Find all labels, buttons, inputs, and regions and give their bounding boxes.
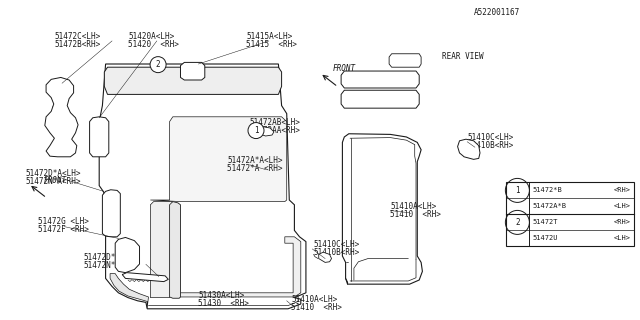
Text: <RH>: <RH> [614,220,631,225]
Text: 51472D*A<LH>: 51472D*A<LH> [26,169,81,178]
Text: 51410B<RH>: 51410B<RH> [467,141,513,150]
Text: 51472N*A<RH>: 51472N*A<RH> [26,177,81,186]
Polygon shape [341,71,419,88]
Text: 51472C<LH>: 51472C<LH> [54,32,100,41]
Polygon shape [170,202,180,298]
Polygon shape [45,77,78,157]
Polygon shape [389,54,421,67]
Text: 51472B<RH>: 51472B<RH> [54,40,100,49]
Text: 1: 1 [253,126,259,135]
Polygon shape [102,190,120,237]
Polygon shape [458,139,480,159]
Polygon shape [150,202,173,298]
Text: 51415A<LH>: 51415A<LH> [246,32,292,41]
Polygon shape [104,67,282,94]
Text: 51410A<LH>: 51410A<LH> [390,202,436,211]
Text: 51472G <LH>: 51472G <LH> [38,217,89,226]
Text: 51472*B: 51472*B [532,188,562,193]
Text: A522001167: A522001167 [474,8,520,17]
Text: 1: 1 [515,186,520,195]
Text: 51472AA<RH>: 51472AA<RH> [250,126,300,135]
Polygon shape [342,134,422,284]
Text: 51430A<LH>: 51430A<LH> [198,291,244,300]
Polygon shape [319,252,332,262]
Text: 51472A*A<LH>: 51472A*A<LH> [227,156,283,164]
Polygon shape [122,273,168,282]
Text: 51415  <RH>: 51415 <RH> [246,40,297,49]
Text: <LH>: <LH> [614,204,631,209]
Polygon shape [180,237,301,297]
Text: 51472T: 51472T [532,220,558,225]
Text: <RH>: <RH> [614,188,631,193]
Text: FRONT: FRONT [44,176,67,185]
Text: 51410B<RH>: 51410B<RH> [314,248,360,257]
Text: 51472*A <RH>: 51472*A <RH> [227,164,283,172]
Text: 51420  <RH>: 51420 <RH> [128,40,179,49]
Text: 51420A<LH>: 51420A<LH> [128,32,174,41]
Text: 51410  <RH>: 51410 <RH> [390,210,441,219]
Polygon shape [150,117,287,202]
Text: 51472N*B<RH>: 51472N*B<RH> [83,261,139,270]
Text: 2: 2 [156,60,161,69]
Text: <LH>: <LH> [614,236,631,241]
Polygon shape [90,117,109,157]
Circle shape [248,123,264,139]
Text: 2: 2 [515,218,520,227]
Text: 51410C<LH>: 51410C<LH> [467,133,513,142]
Text: 51410C<LH>: 51410C<LH> [314,240,360,249]
Polygon shape [180,62,205,80]
Polygon shape [99,64,306,309]
Text: 51472A*B: 51472A*B [532,204,566,209]
Polygon shape [115,237,140,273]
Polygon shape [341,90,419,108]
Text: 51410  <RH>: 51410 <RH> [291,303,342,312]
Text: 51430  <RH>: 51430 <RH> [198,299,249,308]
Text: FRONT: FRONT [333,64,356,73]
Text: 51472D*B<LH>: 51472D*B<LH> [83,253,139,262]
Bar [506,182,634,246]
Polygon shape [110,274,148,308]
Text: REAR VIEW: REAR VIEW [442,52,483,61]
Text: 51472AB<LH>: 51472AB<LH> [250,118,300,127]
Text: 51472F <RH>: 51472F <RH> [38,225,89,234]
Circle shape [150,57,166,73]
Text: 51472U: 51472U [532,236,558,241]
Polygon shape [253,126,274,136]
Text: 51410A<LH>: 51410A<LH> [291,295,337,304]
